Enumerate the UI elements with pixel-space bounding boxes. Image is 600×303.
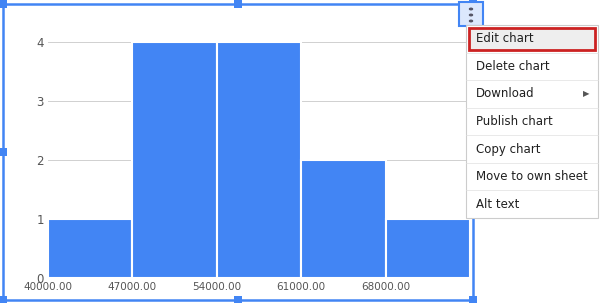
Bar: [386, 219, 470, 278]
Text: Alt text: Alt text: [476, 198, 520, 211]
Text: Publish chart: Publish chart: [476, 115, 553, 128]
Bar: [301, 160, 386, 278]
Bar: [48, 219, 133, 278]
Text: Download: Download: [476, 88, 535, 100]
Text: Move to own sheet: Move to own sheet: [476, 170, 588, 183]
Text: Edit chart: Edit chart: [476, 32, 533, 45]
Bar: [217, 42, 301, 278]
Bar: [133, 42, 217, 278]
Text: Copy chart: Copy chart: [476, 143, 541, 155]
Text: Delete chart: Delete chart: [476, 60, 550, 73]
Text: ▶: ▶: [583, 89, 589, 98]
